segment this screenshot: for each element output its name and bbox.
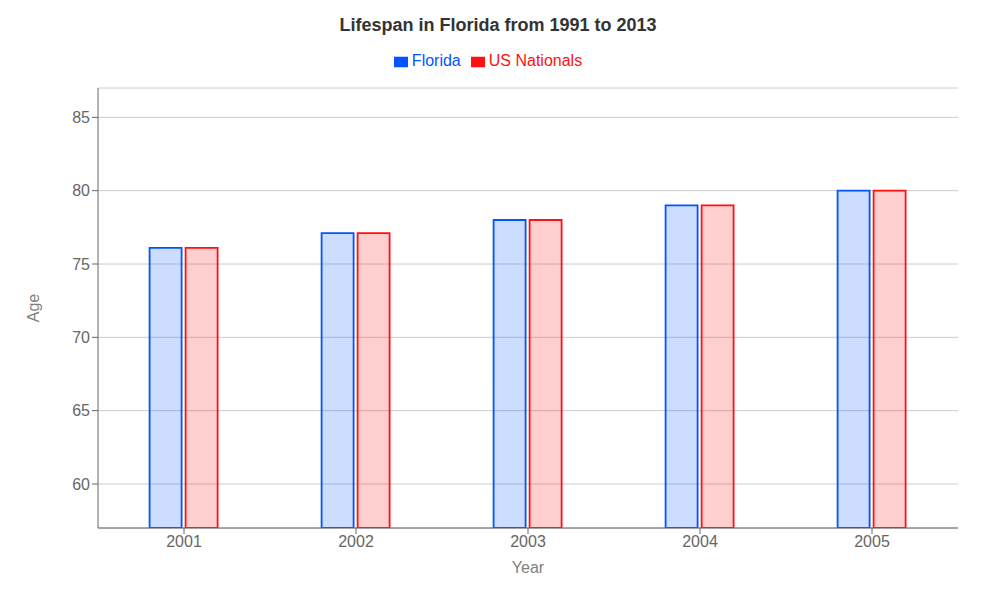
svg-text:75: 75: [72, 256, 90, 273]
svg-text:Year: Year: [512, 559, 545, 576]
svg-text:Age: Age: [25, 294, 42, 323]
html-text:Lifespan in Florida from 1991: Lifespan in Florida from 1991 to 2013: [339, 15, 657, 35]
svg-text:2004: 2004: [682, 533, 718, 550]
svg-text:65: 65: [72, 402, 90, 419]
svg-text:2002: 2002: [338, 533, 374, 550]
svg-text:2003: 2003: [510, 533, 546, 550]
svg-text:80: 80: [72, 182, 90, 199]
html-text:US Nationals: US Nationals: [488, 52, 583, 69]
svg-text:60: 60: [72, 476, 90, 493]
html-text:Florida: Florida: [411, 52, 461, 69]
svg-text:2005: 2005: [854, 533, 890, 550]
svg-text:70: 70: [72, 329, 90, 346]
svg-text:85: 85: [72, 109, 90, 126]
svg-text:2001: 2001: [166, 533, 202, 550]
